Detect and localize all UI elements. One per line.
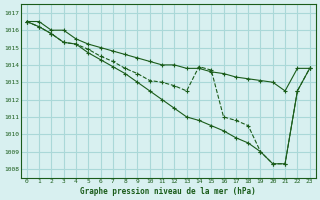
X-axis label: Graphe pression niveau de la mer (hPa): Graphe pression niveau de la mer (hPa) <box>80 187 256 196</box>
